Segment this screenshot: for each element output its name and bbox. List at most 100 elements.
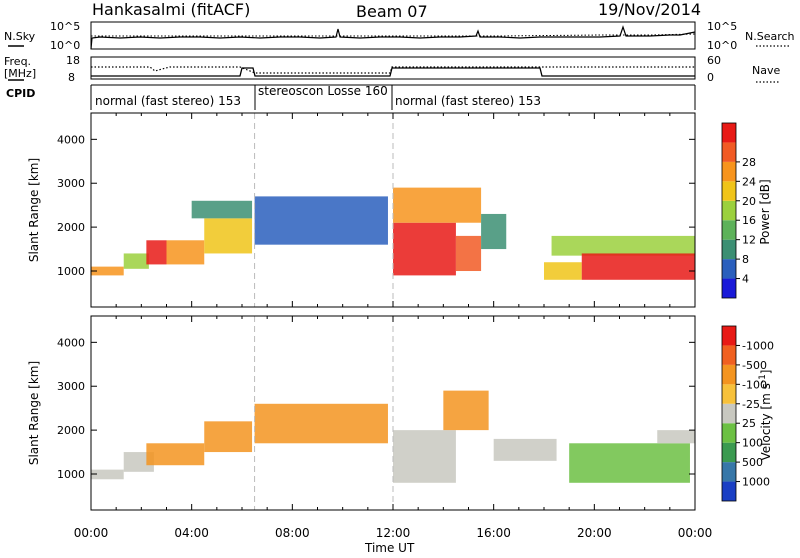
cpid-seg-1: normal (fast stereo) 153 [95, 94, 241, 108]
echo-region [166, 240, 205, 265]
velocity-ylabel: Slant Range [km] [27, 361, 41, 465]
y-tick-label: 3000 [57, 177, 85, 190]
x-tick-label: 00:00 [678, 526, 713, 540]
colorbar-tick-label: 1000 [742, 476, 770, 489]
velocity-colorbar: 1000 500 100 25 -25 -100 -500 -1000 [721, 325, 774, 502]
colorbar-tick-label: 28 [742, 156, 756, 169]
echo-region [254, 403, 388, 444]
colorbar-swatch [722, 239, 736, 260]
nsky-tick-top: 10^5 [50, 20, 80, 33]
echo-region [393, 187, 482, 223]
colorbar-swatch [722, 442, 736, 463]
nave-tick-bottom: 0 [707, 71, 714, 84]
cpid-label: CPID [6, 87, 35, 100]
echo-region [544, 262, 582, 280]
colorbar-tick-label: 25 [742, 417, 756, 430]
colorbar-swatch [722, 403, 736, 424]
y-tick-label: 2000 [57, 221, 85, 234]
colorbar-swatch [722, 364, 736, 385]
colorbar-swatch [722, 181, 736, 201]
nsky-tick-bottom: 10^0 [50, 39, 80, 52]
nave-tick-top: 60 [707, 54, 721, 67]
echo-region [191, 200, 253, 219]
cpid-seg-3: normal (fast stereo) 153 [395, 94, 541, 108]
x-tick-label: 20:00 [577, 526, 612, 540]
svg-text:Velocity [m s-1]: Velocity [m s-1] [758, 370, 773, 461]
colorbar-swatch [722, 326, 736, 346]
colorbar-tick-label: -100 [742, 378, 767, 391]
x-tick-label: 12:00 [376, 526, 411, 540]
colorbar-swatch [722, 142, 736, 162]
colorbar-swatch [722, 462, 736, 482]
colorbar-tick-label: 24 [742, 175, 756, 188]
colorbar-tick-label: 8 [742, 253, 749, 266]
nsearch-trace [91, 33, 696, 37]
colorbar-swatch [722, 278, 736, 298]
colorbar-swatch [722, 259, 736, 279]
echo-region [657, 430, 695, 444]
echo-region [204, 421, 253, 453]
colorbar-swatch [722, 200, 736, 221]
power-echo-layer [91, 113, 695, 307]
colorbar-tick-label: -500 [742, 359, 767, 372]
velocity-colorbar-label-group: Velocity [m s-1] [758, 370, 773, 461]
echo-region [581, 253, 695, 280]
beam-title: Beam 07 [356, 2, 428, 21]
colorbar-tick-label: -25 [742, 398, 760, 411]
freq-trace [91, 67, 695, 77]
echo-region [569, 443, 690, 483]
y-tick-label: 4000 [57, 133, 85, 146]
nsky-strip: N.Sky 10^5 10^0 10^5 10^0 N.Search [4, 20, 795, 52]
echo-region [481, 213, 507, 250]
power-ylabel: Slant Range [km] [27, 158, 41, 262]
freq-strip: Freq. [MHz] 18 8 60 0 Nave [4, 54, 780, 84]
y-tick-label: 4000 [57, 336, 85, 349]
nsky-tick-top-right: 10^5 [707, 20, 737, 33]
echo-region [551, 235, 695, 256]
x-tick-label: 00:00 [74, 526, 109, 540]
nsky-label: N.Sky [4, 30, 36, 43]
echo-region [91, 266, 124, 276]
colorbar-swatch [722, 345, 736, 365]
power-panel: 1000 2000 3000 4000 Slant Range [km] 4 8 12 16… [27, 112, 772, 308]
nave-label: Nave [752, 64, 780, 77]
date-title: 19/Nov/2014 [598, 0, 701, 19]
freq-unit: [MHz] [4, 67, 36, 80]
colorbar-swatch [722, 161, 736, 182]
velocity-echo-layer [91, 316, 695, 510]
echo-region [393, 430, 456, 483]
nsky-trace [90, 25, 696, 50]
echo-region [254, 196, 388, 245]
nave-trace [91, 66, 695, 74]
y-tick-label: 3000 [57, 380, 85, 393]
velocity-colorbar-label: Velocity [m s [759, 383, 773, 460]
y-tick-label: 1000 [57, 468, 85, 481]
y-tick-label: 2000 [57, 424, 85, 437]
colorbar-swatch [722, 384, 736, 404]
echo-region [146, 443, 205, 466]
echo-region [443, 390, 489, 431]
colorbar-tick-label: 20 [742, 195, 756, 208]
colorbar-tick-label: 100 [742, 437, 763, 450]
freq-label: Freq. [4, 55, 31, 68]
velocity-panel: 1000 2000 3000 4000 Slant Range [km] 1000 50… [27, 315, 774, 511]
colorbar-swatch [722, 123, 736, 143]
colorbar-tick-label: 4 [742, 273, 749, 286]
echo-region [146, 240, 167, 265]
freq-tick-top: 18 [66, 54, 80, 67]
colorbar-swatch [722, 481, 736, 501]
colorbar-swatch [722, 423, 736, 443]
colorbar-tick-label: -1000 [742, 339, 774, 352]
velocity-colorbar-label-sup: -1 [758, 374, 768, 383]
nsearch-label: N.Search [745, 30, 795, 43]
x-tick-label: 16:00 [476, 526, 511, 540]
colorbar-tick-label: 16 [742, 214, 756, 227]
velocity-colorbar-label-end: ] [759, 370, 773, 375]
station-title: Hankasalmi (fitACF) [92, 0, 250, 19]
x-tick-label: 04:00 [174, 526, 209, 540]
echo-region [455, 235, 482, 272]
freq-tick-bottom: 8 [68, 71, 75, 84]
x-axis-label: Time UT [364, 541, 415, 554]
